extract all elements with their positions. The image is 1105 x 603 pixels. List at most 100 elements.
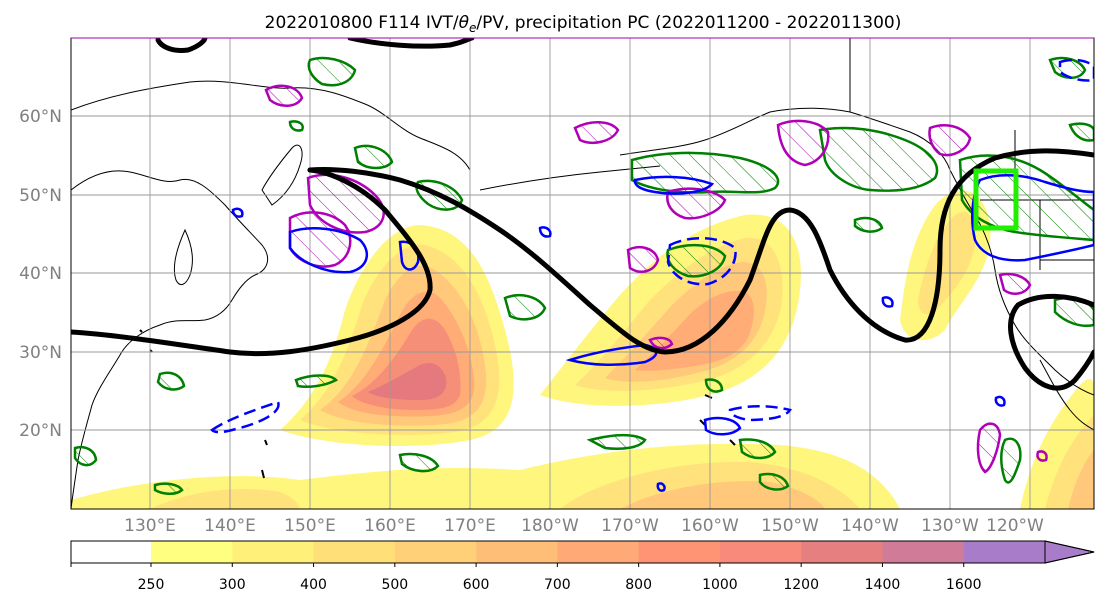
colorbar-segment [963, 541, 1046, 563]
lon-label: 130°W [921, 516, 979, 536]
colorbar-segment [801, 541, 883, 563]
lat-label: 20°N [19, 421, 62, 441]
ivt-shading [71, 190, 1094, 509]
pv-contour [818, 126, 939, 192]
lon-label: 150°E [284, 516, 336, 536]
coast-asia-japan [71, 170, 269, 509]
pv-contour [666, 236, 737, 286]
pv-contour [1068, 122, 1094, 142]
ivt-plume-se-400 [1068, 450, 1094, 509]
colorbar-segment [394, 541, 477, 563]
lon-label: 160°W [681, 516, 739, 536]
target-region-box [973, 168, 1019, 231]
precip-contour [264, 84, 304, 107]
colorbar-segment [476, 541, 558, 563]
colorbar-tick-label: 600 [463, 577, 490, 593]
precip-contour [928, 124, 972, 157]
pv-contour [1000, 437, 1022, 484]
precip-contour [648, 336, 674, 350]
pv-contour [538, 226, 552, 238]
colorbar-segment [313, 541, 396, 563]
colorbar-segment [557, 541, 640, 563]
colorbar-tick-label: 400 [300, 577, 327, 593]
islands-pacific [139, 329, 736, 479]
theta-e-contour [307, 148, 1094, 355]
pv-contour [758, 472, 790, 491]
pv-contour [586, 433, 647, 450]
pv-contour [703, 416, 742, 436]
pv-contour [656, 482, 666, 492]
lat-label: 30°N [19, 343, 62, 363]
theta-e-contour [71, 167, 433, 357]
precip-contour [976, 422, 1002, 474]
coast-alaska [619, 107, 951, 171]
colorbar-tick-label: 1000 [702, 577, 738, 593]
lon-label: 180°W [521, 516, 579, 536]
pv-contour [156, 371, 186, 391]
precip-contours-magenta [264, 84, 1048, 474]
colorbar-segment [719, 541, 802, 563]
lon-label: 170°W [601, 516, 659, 536]
precip-contour [776, 119, 830, 167]
colorbar-frame [70, 540, 1095, 564]
pv-contour [294, 374, 339, 388]
pv-contour [881, 296, 894, 308]
pv-contour [231, 207, 244, 218]
lon-label: 130°E [124, 516, 176, 536]
lon-labels: 130°E 140°E 150°E 160°E 170°E 180°W 170°… [124, 516, 1044, 536]
pv-contour [971, 173, 1094, 262]
chart-title: 2022010800 F114 IVT/θe/PV, precipitation… [265, 13, 902, 35]
lon-label: 140°E [204, 516, 256, 536]
colorbar-tick-label: 1200 [783, 577, 819, 593]
coast-baja [1039, 359, 1094, 431]
pv-contour [1058, 58, 1094, 82]
colorbar-segment [638, 541, 721, 563]
colorbar-extend-arrow [1044, 540, 1095, 564]
lat-labels: 60°N 50°N 40°N 30°N 20°N [19, 107, 62, 441]
pv-contour [73, 445, 98, 467]
colorbar-tick-label: 700 [544, 577, 571, 593]
pv-contour [288, 120, 304, 132]
pv-contour [353, 144, 394, 170]
lat-label: 60°N [19, 107, 62, 127]
theta-e-contour [155, 38, 208, 53]
colorbar-tick-label: 1600 [946, 577, 982, 593]
colorbar: 250 300 400 500 600 700 800 1000 1200 1400 1600 [70, 540, 1095, 593]
pv-contour [704, 378, 724, 393]
precip-contour [1036, 450, 1048, 462]
pv-contour [666, 244, 727, 278]
pv-contour [153, 482, 184, 495]
coast-korea [173, 228, 193, 286]
colorbar-tick-label: 1400 [865, 577, 901, 593]
colorbar-tick-label: 250 [138, 577, 165, 593]
coast-kamchatka [261, 144, 303, 206]
colorbar-segment [151, 541, 233, 563]
pv-contour [288, 227, 369, 274]
theta-e-contours [71, 38, 1094, 391]
pv-contour [738, 438, 777, 460]
lon-label: 170°E [444, 516, 496, 536]
ivt-plume-east-300 [918, 211, 976, 315]
lat-label: 50°N [19, 186, 62, 206]
lon-label: 140°W [841, 516, 899, 536]
colorbar-tick-label: 800 [625, 577, 652, 593]
pv-contour [728, 405, 792, 422]
precip-contour [573, 121, 620, 144]
coast-siberia [71, 80, 471, 171]
ivt-plume-west-1000 [368, 363, 447, 400]
theta-e-contour [347, 38, 475, 49]
precip-contour [998, 272, 1032, 295]
theta-e-contour [1008, 293, 1094, 391]
lon-label: 160°E [364, 516, 416, 536]
pv-contour [398, 452, 440, 473]
lon-label: 120°W [986, 516, 1044, 536]
lon-label: 150°W [761, 516, 819, 536]
colorbar-segment [882, 541, 965, 563]
precip-contour [626, 246, 660, 273]
colorbar-tick-label: 500 [381, 577, 408, 593]
pv-contour [307, 56, 357, 87]
pv-contour [503, 294, 547, 321]
pv-contour [994, 395, 1006, 407]
colorbar-under-segment [71, 541, 151, 563]
